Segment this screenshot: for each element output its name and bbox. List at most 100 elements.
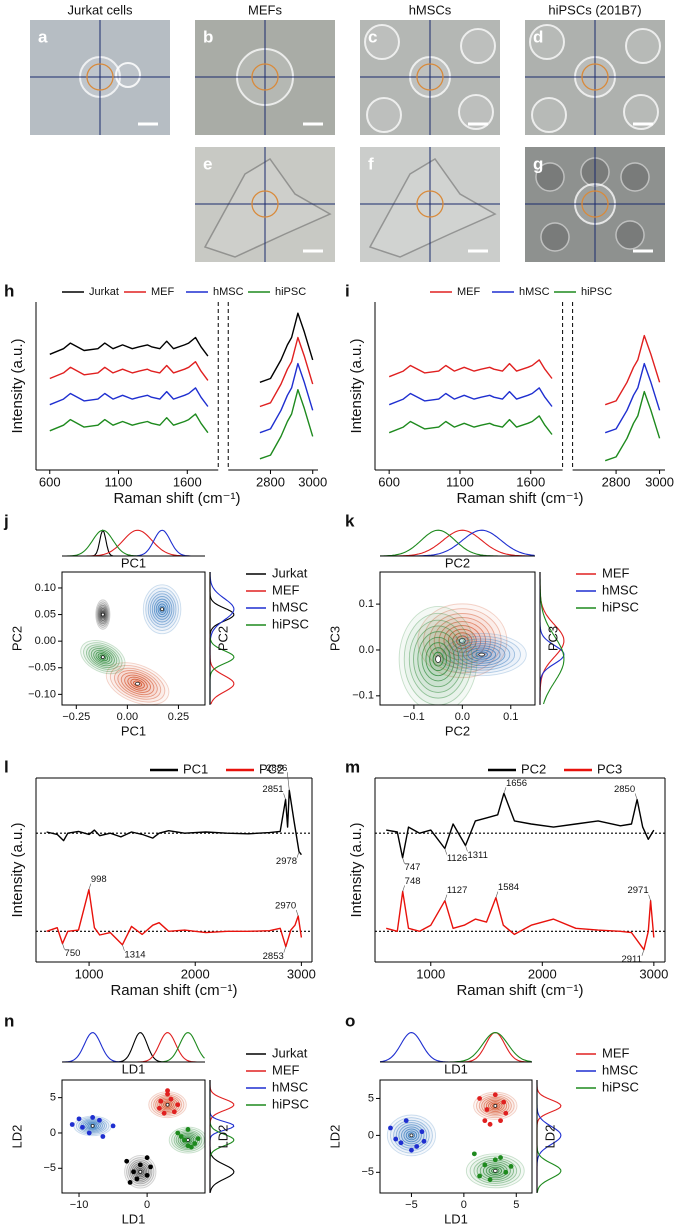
x-tick-label: 1100 <box>105 474 133 489</box>
x-tick-label: 3000 <box>639 966 668 981</box>
marginal-x-label: LD1 <box>444 1061 468 1076</box>
x-axis-label: Raman shift (cm⁻¹) <box>113 490 240 507</box>
marginal-y-label: LD2 <box>542 1125 557 1149</box>
legend-label: Jurkat <box>89 286 119 298</box>
peak-label: 1127 <box>447 885 467 896</box>
series-line <box>386 890 655 951</box>
contour-core <box>493 1103 498 1108</box>
panel-label: b <box>203 27 213 46</box>
legend-label: hiPSC <box>272 616 309 631</box>
peak-label: 2853 <box>263 951 284 962</box>
legend-label: hiPSC <box>602 1079 639 1094</box>
scatter-point <box>492 1092 498 1098</box>
legend-label: MEF <box>151 286 175 298</box>
scatter-point <box>175 1130 181 1136</box>
panel-label: f <box>368 154 374 173</box>
scatter-point <box>134 1176 140 1182</box>
peak-leader <box>503 787 507 794</box>
x-tick-label: 3000 <box>287 966 316 981</box>
scatter-point <box>178 1134 184 1139</box>
scatter-point <box>165 1091 170 1097</box>
scatter-point <box>90 1115 96 1120</box>
legend-label: PC2 <box>521 761 546 776</box>
peak-leader <box>444 848 448 855</box>
x-tick-label: 0.0 <box>455 711 470 723</box>
y-tick-label: −0.10 <box>28 688 56 700</box>
peak-label: 747 <box>405 862 421 873</box>
y-axis-label: PC3 <box>327 626 342 651</box>
cell <box>460 28 496 64</box>
scatter-point <box>76 1116 82 1122</box>
scatter-point <box>503 1169 509 1175</box>
scatter-point <box>182 1137 187 1143</box>
scatter-point <box>498 1118 503 1124</box>
laser-spot <box>581 63 609 91</box>
plot-area <box>80 584 182 705</box>
scatter-point <box>498 1155 503 1160</box>
peak-leader <box>122 944 125 951</box>
scatter-point <box>487 1177 493 1183</box>
cell <box>458 94 494 130</box>
scatter-point <box>161 1110 167 1116</box>
cell <box>623 94 659 130</box>
laser-spot <box>416 63 444 91</box>
plot-area <box>398 603 527 705</box>
peak-leader <box>286 772 290 791</box>
marginal-x <box>380 529 535 557</box>
legend-label: MEF <box>602 565 630 580</box>
legend-label: hMSC <box>272 1079 308 1094</box>
peak-label: 1311 <box>467 850 487 861</box>
x-axis-label: LD1 <box>444 1211 468 1226</box>
x-axis-label: PC2 <box>445 723 470 738</box>
cell <box>531 97 567 133</box>
plot-area <box>69 1088 205 1189</box>
laser-spot <box>416 190 444 218</box>
scatter-point <box>168 1096 174 1102</box>
scatter-point <box>110 1123 116 1129</box>
contour-core <box>435 655 442 663</box>
scatter-point <box>127 1180 133 1185</box>
x-tick-label: −0.25 <box>62 711 90 723</box>
legend-label: hiPSC <box>272 1096 309 1111</box>
x-tick-label: −10 <box>70 1199 89 1211</box>
scatter-point <box>398 1140 404 1146</box>
legend-label: hMSC <box>213 286 244 298</box>
plot-frame <box>61 1079 206 1194</box>
marginal-y-label: PC2 <box>215 626 230 651</box>
peak-label: 1314 <box>124 949 145 960</box>
scatter-point <box>419 1129 425 1135</box>
scatter-point <box>508 1164 514 1169</box>
legend-label: Jurkat <box>272 565 308 580</box>
scatter-point <box>388 1125 393 1131</box>
legend-label: hMSC <box>272 599 308 614</box>
panel-label: j <box>3 511 9 530</box>
x-axis-label: Raman shift (cm⁻¹) <box>456 490 583 507</box>
cell <box>364 24 400 60</box>
marginal-x <box>380 1032 532 1063</box>
peak-label: 2978 <box>276 856 297 867</box>
legend-label: MEF <box>272 1062 300 1077</box>
peak-label: 2970 <box>275 901 296 912</box>
marginal-x <box>380 529 535 557</box>
series-line <box>46 888 303 948</box>
scatter-point <box>158 1098 164 1104</box>
marginal-x <box>62 529 205 557</box>
x-axis-label: LD1 <box>122 1211 146 1226</box>
x-tick-label: 0.25 <box>168 711 189 723</box>
scatter-point <box>482 1162 488 1168</box>
scatter-point <box>156 1105 162 1111</box>
cell <box>540 222 570 252</box>
column-title: hiPSCs (201B7) <box>548 2 641 17</box>
scatter-point <box>175 1102 181 1108</box>
series-line <box>259 389 314 460</box>
x-tick-label: 0 <box>461 1199 467 1211</box>
peak-leader <box>283 946 287 953</box>
contour-core <box>90 1124 95 1128</box>
panel-label: g <box>533 154 543 173</box>
x-tick-label: 2800 <box>602 474 631 489</box>
plot-frame <box>379 571 536 706</box>
marginal-y-label: PC3 <box>545 626 560 651</box>
scatter-point <box>144 1155 150 1161</box>
scatter-point <box>484 1107 490 1112</box>
